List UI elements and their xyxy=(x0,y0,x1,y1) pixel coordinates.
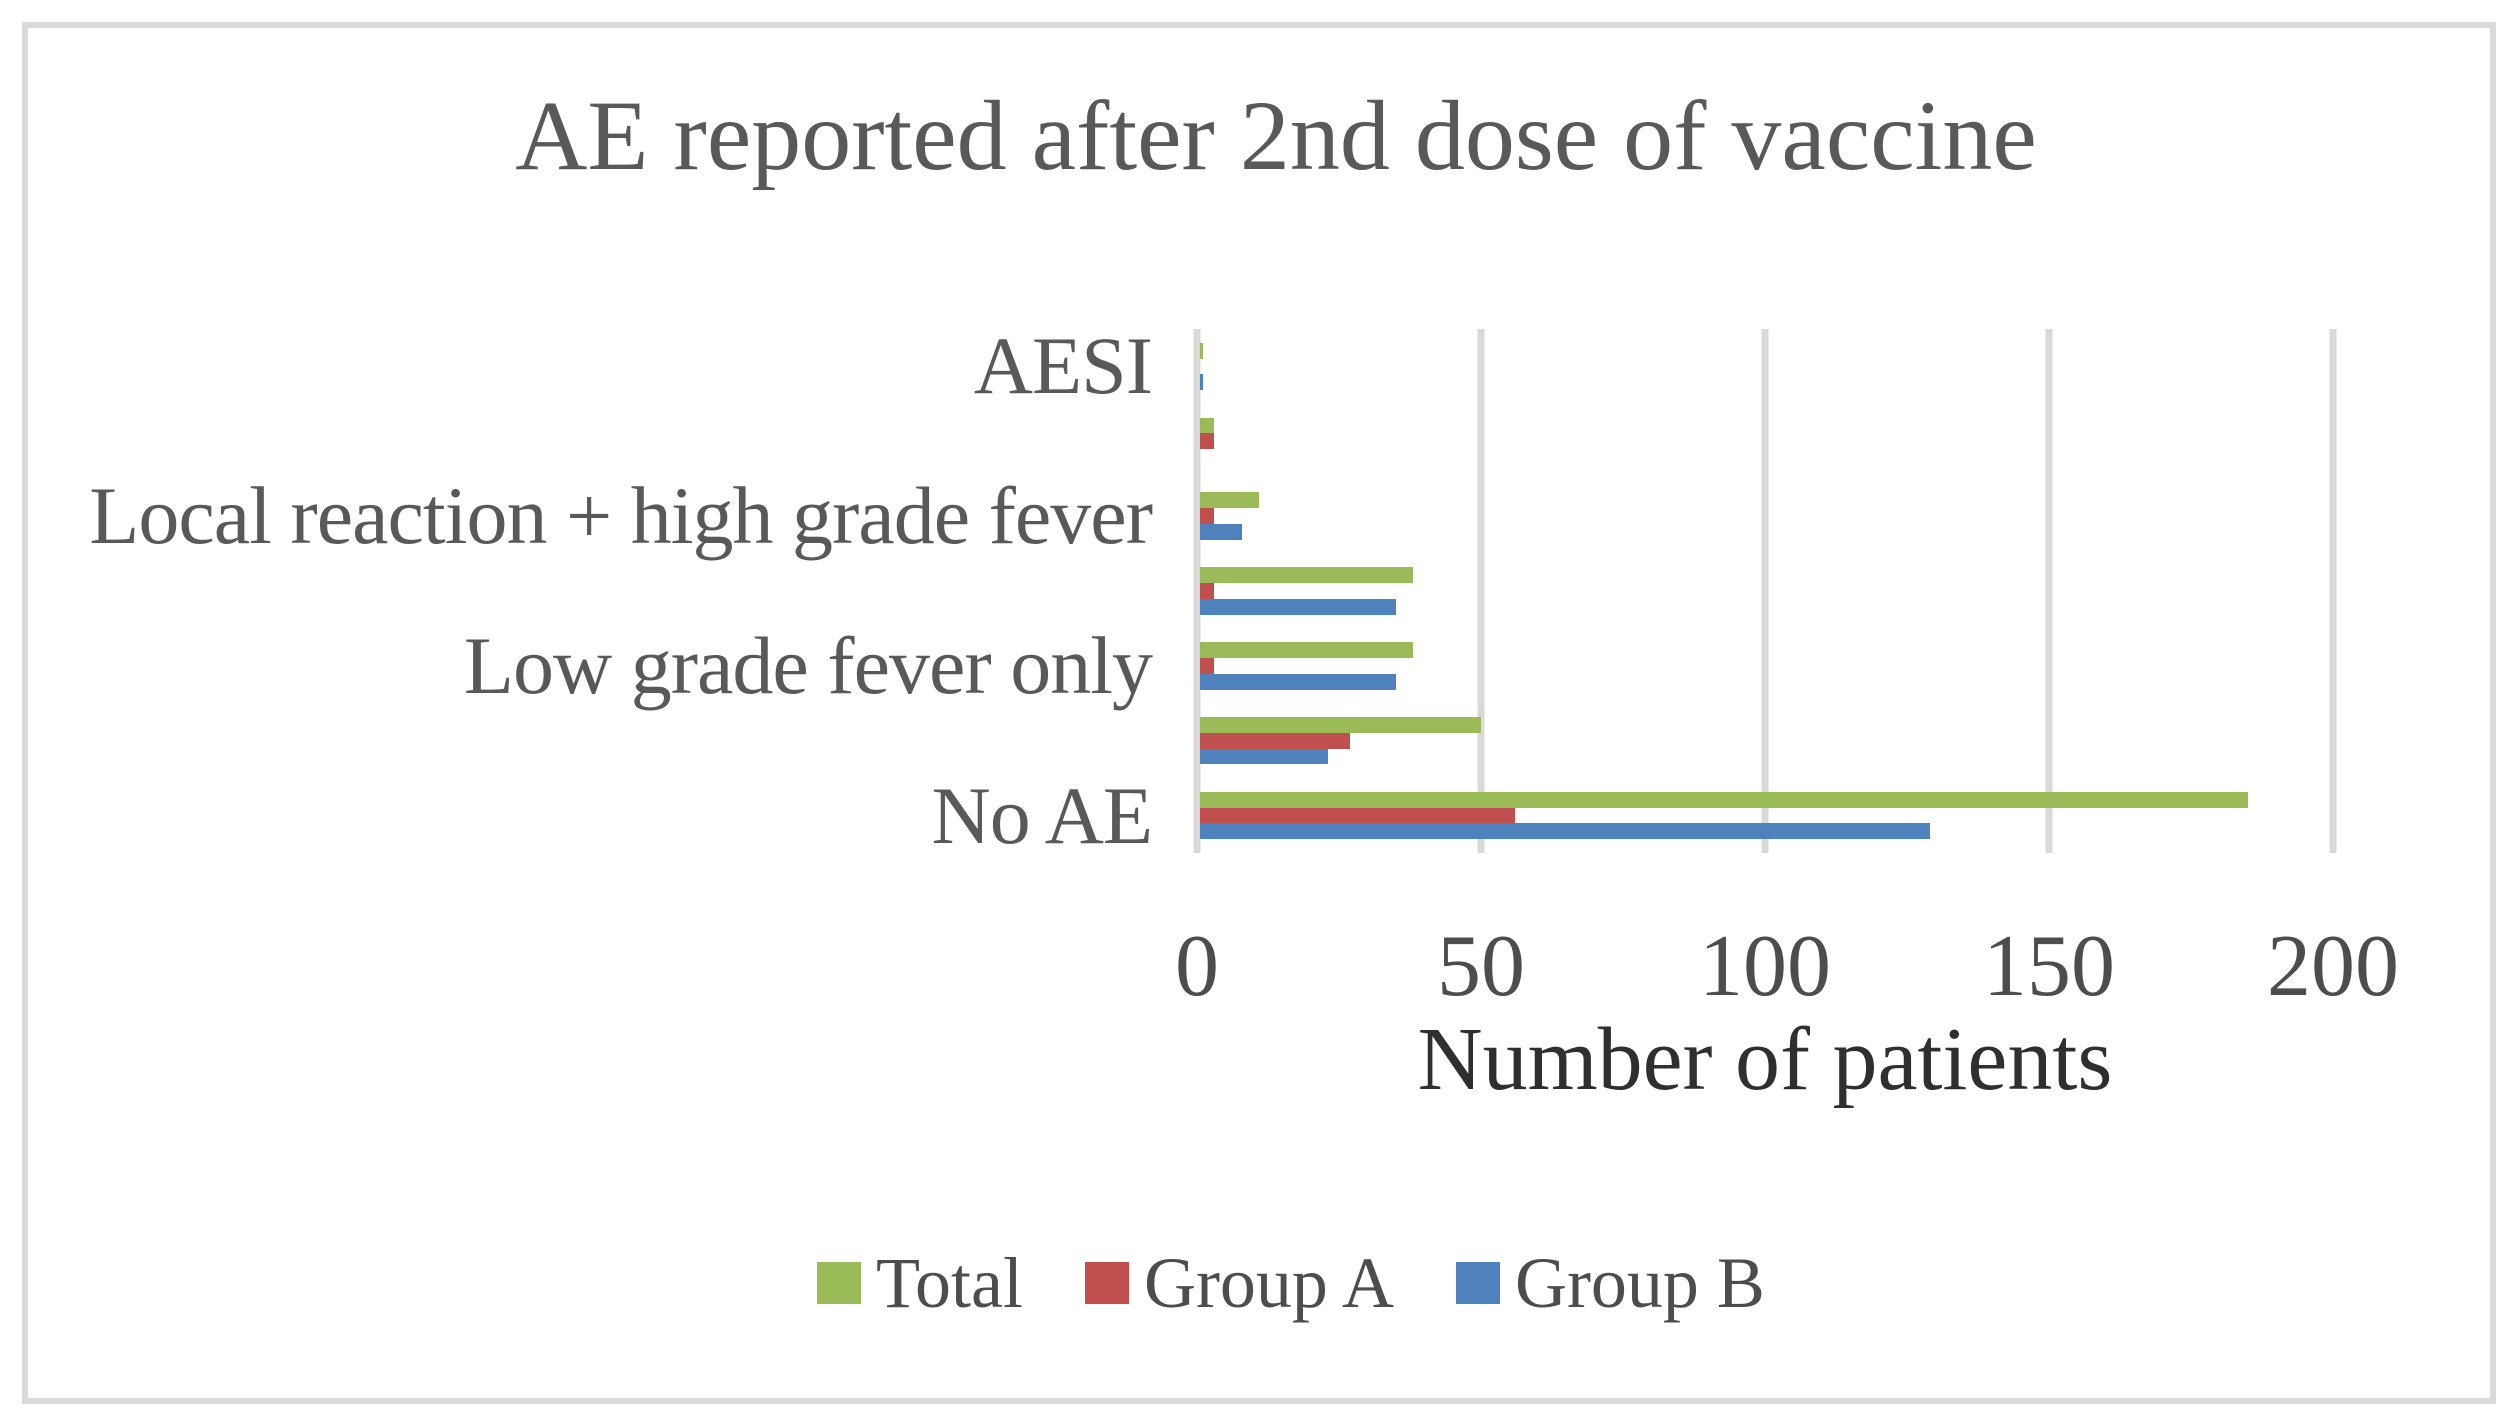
bar-total-cat3 xyxy=(1200,492,1260,509)
gridline-100 xyxy=(1761,329,1769,853)
bar-group-a-cat4 xyxy=(1200,583,1215,599)
category-label-no-ae: No AE xyxy=(931,769,1153,861)
legend-item-total: Total xyxy=(817,1242,1023,1325)
x-tick-label-0: 0 xyxy=(1175,917,1219,1015)
x-axis-tick-labels: 0 50 100 150 200 xyxy=(1175,912,2399,1020)
chart-title: AE reported after 2nd dose of vaccine xyxy=(515,80,2037,191)
gridline-50 xyxy=(1477,329,1485,853)
legend-label-total: Total xyxy=(876,1242,1023,1323)
x-axis-title: Number of patients xyxy=(1417,1010,2113,1109)
legend-swatch-group-a xyxy=(1084,1262,1129,1304)
bar-group-a-cat7 xyxy=(1200,807,1516,824)
bar-group-b-cat4 xyxy=(1200,598,1396,615)
bar-group-a-cat2 xyxy=(1200,433,1215,450)
x-tick-label-100: 100 xyxy=(1699,917,1831,1015)
category-label-local-reaction-high-grade-fever: Local reaction + high grade fever xyxy=(89,470,1153,562)
bar-total-cat1 xyxy=(1200,342,1203,359)
bar-group-a-cat5 xyxy=(1200,657,1215,674)
bar-total-cat4 xyxy=(1200,567,1413,584)
bar-group-b-cat6 xyxy=(1200,748,1328,765)
x-tick-label-200: 200 xyxy=(2267,917,2399,1015)
bar-group-b-cat7 xyxy=(1200,823,1930,840)
gridline-200 xyxy=(2329,329,2337,853)
bar-group-b-cat3 xyxy=(1200,524,1243,540)
legend-swatch-group-b xyxy=(1455,1262,1500,1304)
bar-total-cat6 xyxy=(1200,717,1481,733)
bar-group-b-cat1 xyxy=(1200,374,1203,391)
bar-total-cat5 xyxy=(1200,642,1413,658)
plot-area xyxy=(1193,329,2337,853)
category-label-aesi: AESI xyxy=(973,320,1153,412)
bar-group-a-cat6 xyxy=(1200,732,1351,749)
legend-item-group-b: Group B xyxy=(1455,1242,1765,1325)
bars-layer xyxy=(1197,329,2333,853)
y-axis-category-labels: AESI Local reaction + high grade fever Low… xyxy=(40,320,1153,861)
legend-label-group-b: Group B xyxy=(1514,1242,1765,1323)
legend-label-group-a: Group A xyxy=(1143,1242,1394,1323)
bar-group-b-cat5 xyxy=(1200,673,1396,690)
gridlines xyxy=(1193,329,2337,853)
bar-total-cat2 xyxy=(1200,417,1215,434)
category-label-low-grade-fever-only: Low grade fever only xyxy=(463,619,1153,711)
bar-total-cat7 xyxy=(1200,791,2248,808)
legend-swatch-total xyxy=(817,1262,862,1304)
legend: Total Group A Group B xyxy=(0,1238,2518,1328)
gridline-150 xyxy=(2045,329,2053,853)
legend-item-group-a: Group A xyxy=(1084,1242,1394,1325)
gridline-0 xyxy=(1193,329,1201,853)
bar-group-a-cat3 xyxy=(1200,508,1215,525)
x-tick-label-150: 150 xyxy=(1983,917,2115,1015)
x-tick-label-50: 50 xyxy=(1437,917,1525,1015)
